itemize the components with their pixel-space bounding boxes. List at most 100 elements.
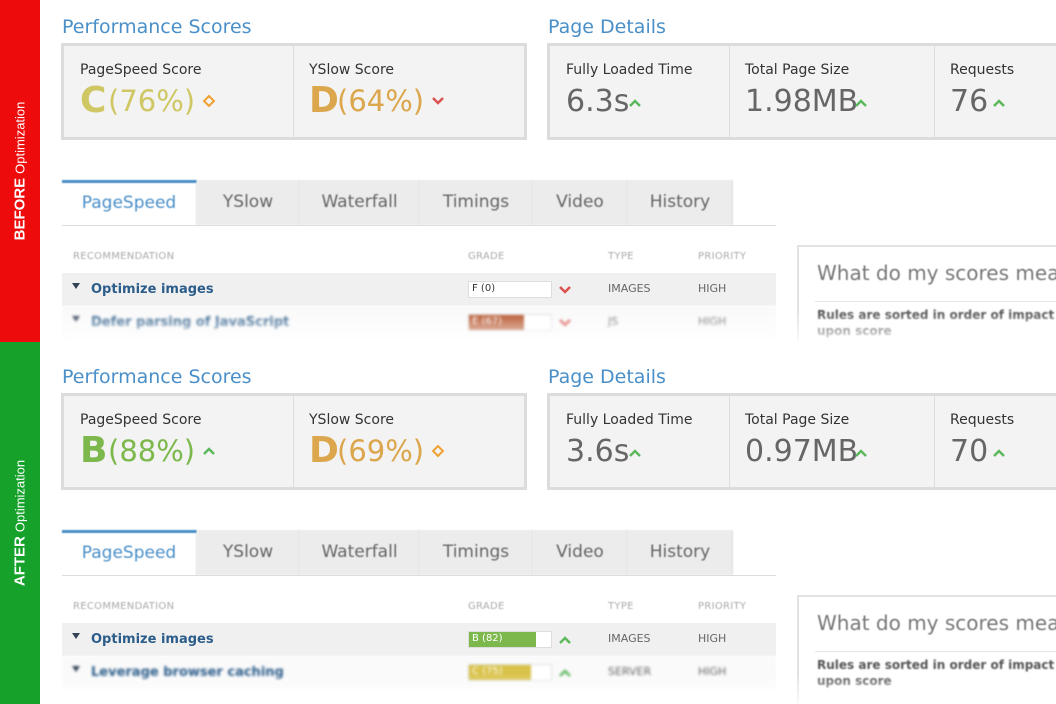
fade [40,312,1056,342]
column-header: GRADE [468,601,505,612]
column-header: GRADE [468,251,505,262]
detail-label: Requests [950,62,1015,78]
scores-box: PageSpeed Score C (76%) YSlow Score D (64%) [61,43,527,140]
score-grade: C [80,80,107,121]
trend-icon [993,99,1005,107]
section-title: Page Details [548,366,666,388]
tab[interactable]: Timings [420,530,533,575]
trend-icon [993,449,1005,457]
side-title: What do my scores mean [817,261,1056,285]
side-bar: BEFORE Optimization [0,0,40,342]
column-header: RECOMMENDATION [73,601,175,612]
detail-value: 70 [950,434,989,469]
tab[interactable]: Timings [420,180,533,225]
side-label: AFTER Optimization [12,460,29,586]
grade-text: C (75) [472,666,503,677]
tab[interactable]: YSlow [197,530,300,575]
divider [293,396,294,487]
score-grade: D [309,430,339,471]
side-label-suffix: Optimization [12,101,28,174]
score-label: PageSpeed Score [80,412,202,428]
side-rule [815,301,1056,302]
divider [293,46,294,137]
score-label: YSlow Score [309,412,395,428]
trend-icon [559,286,571,294]
section-title: Performance Scores [62,366,252,388]
row-priority: HIGH [698,282,727,295]
detail-value: 3.6s [566,434,630,469]
side-label-suffix: Optimization [12,459,28,533]
tab[interactable]: YSlow [197,180,300,225]
row-type: IMAGES [608,282,651,295]
scores-box: PageSpeed Score B (88%) YSlow Score D (69%) [61,393,527,490]
tab[interactable]: PageSpeed [62,530,197,575]
tab[interactable]: Waterfall [300,530,420,575]
detail-label: Total Page Size [745,62,850,78]
row-name[interactable]: Optimize images [91,632,214,647]
tab[interactable]: Video [533,180,628,225]
detail-label: Total Page Size [745,412,850,428]
grade-bar [469,632,537,647]
panel-content: Performance Scores PageSpeed Score B (88%) Y… [0,350,1056,704]
trend-icon [855,99,867,107]
side-title: What do my scores mean [817,611,1056,635]
score-percent: (69%) [337,434,425,468]
column-header: TYPE [608,251,634,262]
detail-label: Fully Loaded Time [566,412,693,428]
row-priority: HIGH [698,632,727,645]
divider [729,46,730,137]
detail-label: Requests [950,412,1015,428]
trend-icon [855,449,867,457]
table-row: Optimize images B (82) IMAGES HIGH [62,623,776,656]
side-label-strong: AFTER [11,536,29,587]
score-percent: (64%) [337,84,425,118]
table-row: Optimize images F (0) IMAGES HIGH [62,273,776,306]
row-name[interactable]: Optimize images [91,282,214,297]
grade-bar-bg: F (0) [468,281,552,298]
score-label: PageSpeed Score [80,62,202,78]
fade [40,674,1056,704]
section-title: Page Details [548,16,666,38]
trend-icon [431,444,445,458]
side-bar: AFTER Optimization [0,342,40,704]
tab[interactable]: History [628,530,733,575]
trend-icon [559,636,571,644]
detail-value: 6.3s [566,84,630,119]
grade-text: B (82) [472,633,503,644]
section-title: Performance Scores [62,16,252,38]
column-header: PRIORITY [698,251,747,262]
column-header: TYPE [608,601,634,612]
tab[interactable]: PageSpeed [62,180,197,225]
side-rule [815,651,1056,652]
row-type: IMAGES [608,632,651,645]
tab[interactable]: History [628,180,733,225]
trend-icon [432,97,444,105]
column-header: PRIORITY [698,601,747,612]
tab-rule [62,225,776,226]
detail-value: 0.97MB [745,434,859,469]
trend-icon [629,99,641,107]
score-percent: (88%) [108,434,196,468]
score-grade: B [80,430,108,471]
detail-label: Fully Loaded Time [566,62,693,78]
side-label-strong: BEFORE [11,177,29,241]
score-grade: D [309,80,339,121]
tab[interactable]: Video [533,530,628,575]
details-box: Fully Loaded Time 3.6s Total Page Size 0.97… [547,393,1056,490]
trend-icon [629,449,641,457]
grade-text: F (0) [472,283,496,294]
panel-content: Performance Scores PageSpeed Score C (76%) Y… [0,0,1056,342]
score-label: YSlow Score [309,62,395,78]
grade-bar-bg: B (82) [468,631,552,648]
detail-value: 76 [950,84,989,119]
tab-rule [62,575,776,576]
row-caret [72,283,80,289]
panel: Performance Scores PageSpeed Score C (76%) Y… [0,0,1056,342]
trend-icon [203,447,215,455]
panel: Performance Scores PageSpeed Score B (88%) Y… [0,342,1056,704]
detail-value: 1.98MB [745,84,859,119]
tab[interactable]: Waterfall [300,180,420,225]
row-caret [72,633,80,639]
side-label: BEFORE Optimization [12,102,29,241]
